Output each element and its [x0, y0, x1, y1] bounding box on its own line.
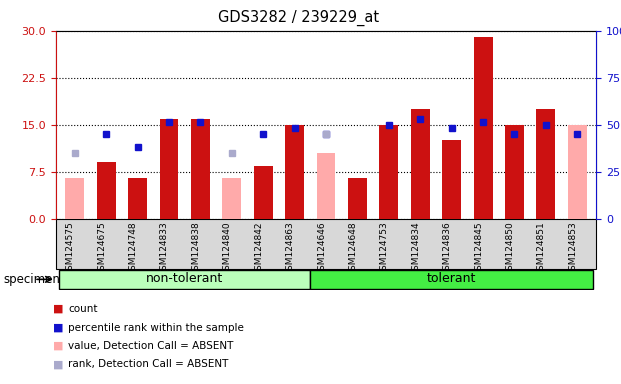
Text: rank, Detection Call = ABSENT: rank, Detection Call = ABSENT — [68, 359, 229, 369]
Bar — [285, 125, 304, 219]
Text: GSM124850: GSM124850 — [505, 221, 514, 276]
Text: GSM124648: GSM124648 — [348, 221, 358, 276]
Bar — [317, 153, 335, 219]
Text: GSM124836: GSM124836 — [443, 221, 451, 276]
Text: ■: ■ — [53, 323, 63, 333]
Bar — [160, 119, 178, 219]
Text: value, Detection Call = ABSENT: value, Detection Call = ABSENT — [68, 341, 233, 351]
Bar — [474, 37, 492, 219]
Bar — [59, 270, 310, 289]
Bar — [128, 178, 147, 219]
Bar — [505, 125, 524, 219]
Text: GSM124575: GSM124575 — [66, 221, 75, 276]
Bar — [537, 109, 555, 219]
Text: GSM124853: GSM124853 — [568, 221, 578, 276]
Text: non-tolerant: non-tolerant — [146, 272, 224, 285]
Text: GSM124675: GSM124675 — [97, 221, 106, 276]
Text: specimen: specimen — [3, 273, 60, 286]
Bar — [310, 270, 593, 289]
Bar — [411, 109, 430, 219]
Text: GSM124646: GSM124646 — [317, 221, 326, 276]
Text: GSM124833: GSM124833 — [160, 221, 169, 276]
Text: GSM124863: GSM124863 — [286, 221, 294, 276]
Bar — [191, 119, 210, 219]
Text: ■: ■ — [53, 341, 63, 351]
Text: GSM124842: GSM124842 — [254, 221, 263, 276]
Text: GSM124840: GSM124840 — [223, 221, 232, 276]
Text: GSM124838: GSM124838 — [191, 221, 201, 276]
Bar — [568, 125, 587, 219]
Bar — [97, 162, 116, 219]
Text: GSM124834: GSM124834 — [411, 221, 420, 276]
Text: count: count — [68, 304, 98, 314]
Bar — [348, 178, 367, 219]
Text: percentile rank within the sample: percentile rank within the sample — [68, 323, 244, 333]
Text: ■: ■ — [53, 304, 63, 314]
Text: GSM124851: GSM124851 — [537, 221, 546, 276]
Text: GDS3282 / 239229_at: GDS3282 / 239229_at — [217, 10, 379, 26]
Text: tolerant: tolerant — [427, 272, 476, 285]
Bar — [379, 125, 398, 219]
Bar — [65, 178, 84, 219]
Text: ■: ■ — [53, 359, 63, 369]
Text: GSM124845: GSM124845 — [474, 221, 483, 276]
Bar — [254, 166, 273, 219]
Bar — [222, 178, 241, 219]
Text: GSM124753: GSM124753 — [380, 221, 389, 276]
Bar — [442, 141, 461, 219]
Text: GSM124748: GSM124748 — [129, 221, 138, 276]
